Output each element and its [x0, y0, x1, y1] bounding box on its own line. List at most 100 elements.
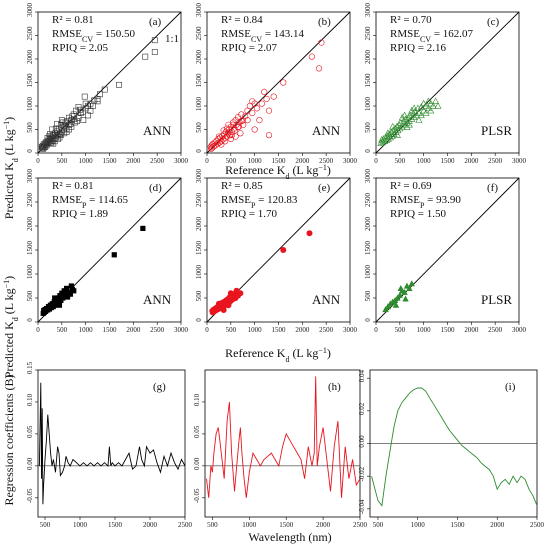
data-point — [85, 103, 91, 109]
panel-a: 0 500 1000 1500 2000 2500 3000 0 500 1000 1500 2000… — [26, 3, 189, 166]
stat-rpiq: RPIQ = 2.16 — [390, 42, 447, 54]
y-tick-label: 0.04 — [358, 370, 366, 383]
data-point — [280, 79, 287, 86]
data-point — [240, 121, 247, 128]
y-tick-label: 3000 — [26, 3, 34, 18]
data-point — [61, 130, 68, 137]
data-point — [408, 106, 416, 114]
series-line — [206, 376, 361, 498]
y-tick-label: 1000 — [26, 265, 34, 280]
data-point — [308, 53, 315, 60]
x-label-row2: Reference Kd (L kg−1) — [225, 346, 331, 364]
data-point — [223, 125, 231, 132]
data-point — [79, 108, 86, 115]
y-tick-label: 2000 — [195, 217, 203, 232]
data-point — [151, 37, 158, 44]
x-tick-label: 2500 — [319, 326, 334, 334]
y-tick-label: 2000 — [26, 50, 34, 65]
y-tick-label: 500 — [364, 122, 372, 133]
panel-tag: (f) — [487, 182, 498, 194]
x-tick-label: 1000 — [79, 326, 94, 334]
panel-c: 0 500 1000 1500 2000 2500 3000 0 500 1000 1500 2000… — [364, 3, 527, 166]
y-tick-label: 2000 — [195, 50, 203, 65]
stat-rpiq: RPIQ = 1.70 — [221, 208, 278, 220]
x-tick-label: 2000 — [464, 326, 479, 334]
y-tick-label: 3000 — [364, 169, 372, 184]
model-label: ANN — [143, 292, 172, 307]
data-point — [222, 138, 229, 145]
x-tick-label: 500 — [226, 326, 237, 334]
data-point — [52, 295, 58, 301]
panel-tag: (d) — [149, 182, 162, 194]
data-point — [265, 107, 273, 114]
x-tick-label: 0 — [374, 326, 378, 334]
data-point — [432, 97, 440, 104]
y-tick-label: 0.00 — [193, 457, 201, 470]
y-tick-label: -0.04 — [358, 499, 366, 514]
data-point — [244, 107, 251, 114]
panel-tag: (i) — [505, 381, 516, 393]
y-tick-label: 0.02 — [358, 402, 366, 415]
x-tick-label: 2500 — [488, 157, 503, 165]
data-point — [215, 133, 223, 140]
data-point — [403, 282, 411, 289]
y-tick-label: 1000 — [195, 97, 203, 112]
stat-r2: R² = 0.85 — [221, 180, 263, 192]
data-point — [422, 102, 430, 109]
data-point — [215, 135, 222, 142]
y-tick-label: 1000 — [26, 97, 34, 112]
panel-g: 500 1000 1500 2000 2500 -0.05 0.00 0.05 0.10 0.15… — [26, 361, 193, 529]
y-tick-label: 3000 — [26, 169, 34, 184]
panel-e: 0 500 1000 1500 2000 2500 3000 0 500 1000 1500 2000… — [195, 169, 358, 335]
x-tick-label: 500 — [57, 326, 68, 334]
stat-rpiq: RPIQ = 1.89 — [52, 208, 109, 220]
panel-d: 0 500 1000 1500 2000 2500 3000 0 500 1000 1500 2000… — [26, 169, 189, 335]
x-tick-label: 1500 — [103, 157, 118, 165]
data-point — [220, 307, 227, 313]
y-tick-label: 0.05 — [26, 425, 34, 438]
x-tick-label: 0 — [205, 157, 209, 165]
y-tick-label: 1500 — [26, 73, 34, 88]
model-label: PLSR — [481, 292, 512, 307]
y-tick-label: 1000 — [364, 97, 372, 112]
y-tick-label: 500 — [364, 290, 372, 301]
data-point — [270, 93, 277, 100]
data-point — [67, 291, 74, 297]
data-point — [413, 111, 421, 119]
data-point — [56, 302, 63, 308]
x-tick-label: 2500 — [353, 521, 368, 529]
x-tick-label: 1000 — [248, 157, 263, 165]
data-point — [70, 111, 77, 118]
x-tick-label: 0 — [205, 326, 209, 334]
x-tick-label: 2000 — [316, 521, 331, 529]
data-point — [80, 117, 87, 123]
y-tick-label: 0 — [195, 149, 203, 153]
data-point — [227, 135, 234, 142]
x-tick-label: 3000 — [343, 326, 358, 334]
y-tick-label: 3000 — [364, 3, 372, 18]
y-tick-label: 0.10 — [26, 393, 34, 406]
y-tick-label: 2000 — [26, 217, 34, 232]
x-tick-label: 1500 — [272, 326, 287, 334]
data-point — [140, 225, 146, 231]
stat-r2: R² = 0.81 — [52, 180, 94, 192]
panel-tag: (a) — [149, 16, 162, 28]
data-point — [234, 114, 242, 121]
data-point — [420, 99, 428, 107]
y-tick-label: 1000 — [364, 265, 372, 280]
y-tick-label: 3000 — [195, 3, 203, 18]
y-tick-label: 0 — [195, 318, 203, 322]
x-tick-label: 500 — [395, 157, 406, 165]
x-tick-label: 2500 — [488, 326, 503, 334]
y-tick-label: 1500 — [195, 241, 203, 256]
y-tick-label: -0.05 — [26, 488, 34, 503]
data-point — [230, 121, 237, 128]
panel-tag: (g) — [153, 381, 166, 393]
stat-rmse: RMSEP = 120.83 — [221, 194, 298, 210]
data-point — [235, 123, 243, 130]
y-tick-label: -0.02 — [358, 466, 366, 481]
data-point — [417, 111, 425, 119]
y-tick-label: 0 — [364, 318, 372, 322]
data-point — [265, 132, 273, 139]
model-label: ANN — [312, 292, 341, 307]
